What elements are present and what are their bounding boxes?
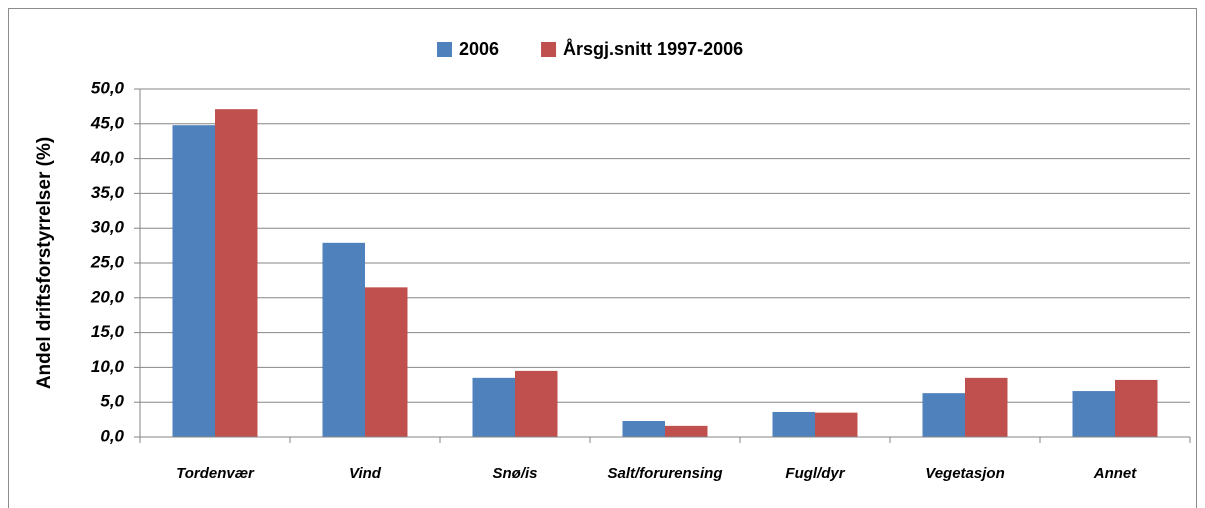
bar bbox=[922, 393, 965, 437]
x-tick-label: Vegetasjon bbox=[925, 465, 1004, 482]
x-tick-label: Fugl/dyr bbox=[785, 465, 845, 482]
y-tick-label: 15,0 bbox=[91, 322, 125, 341]
x-tick-label: Tordenvær bbox=[176, 465, 255, 482]
bar bbox=[1115, 379, 1158, 437]
y-tick-label: 50,0 bbox=[91, 78, 125, 97]
legend-swatch bbox=[541, 42, 557, 57]
legend-swatch bbox=[437, 42, 452, 57]
y-tick-label: 10,0 bbox=[91, 357, 125, 376]
legend-label: 2006 bbox=[459, 39, 499, 59]
y-tick-label: 45,0 bbox=[90, 113, 125, 132]
bar bbox=[215, 109, 258, 438]
y-tick-label: 40,0 bbox=[90, 148, 125, 167]
y-tick-label: 30,0 bbox=[91, 218, 125, 237]
y-axis-title: Andel driftsforstyrrelser (%) bbox=[34, 137, 55, 389]
bar bbox=[515, 370, 558, 437]
y-tick-label: 25,0 bbox=[90, 252, 125, 271]
bar bbox=[965, 377, 1008, 437]
bar bbox=[365, 287, 408, 437]
y-tick-label: 0,0 bbox=[100, 426, 124, 445]
x-tick-label: Vind bbox=[349, 465, 382, 482]
x-tick-label: Salt/forurensing bbox=[607, 465, 722, 482]
x-tick-label: Annet bbox=[1093, 465, 1138, 482]
bar bbox=[772, 411, 815, 437]
y-tick-label: 5,0 bbox=[100, 392, 124, 411]
y-tick-label: 35,0 bbox=[91, 183, 125, 202]
bar bbox=[472, 377, 515, 437]
bar bbox=[665, 425, 708, 437]
x-tick-label: Snø/is bbox=[492, 465, 537, 482]
bar bbox=[1072, 391, 1115, 437]
legend-label: Årsgj.snitt 1997-2006 bbox=[563, 39, 743, 59]
bar bbox=[322, 242, 365, 437]
bar bbox=[622, 420, 665, 437]
y-tick-label: 20,0 bbox=[90, 287, 125, 306]
bar bbox=[815, 412, 858, 437]
bar bbox=[172, 125, 215, 437]
